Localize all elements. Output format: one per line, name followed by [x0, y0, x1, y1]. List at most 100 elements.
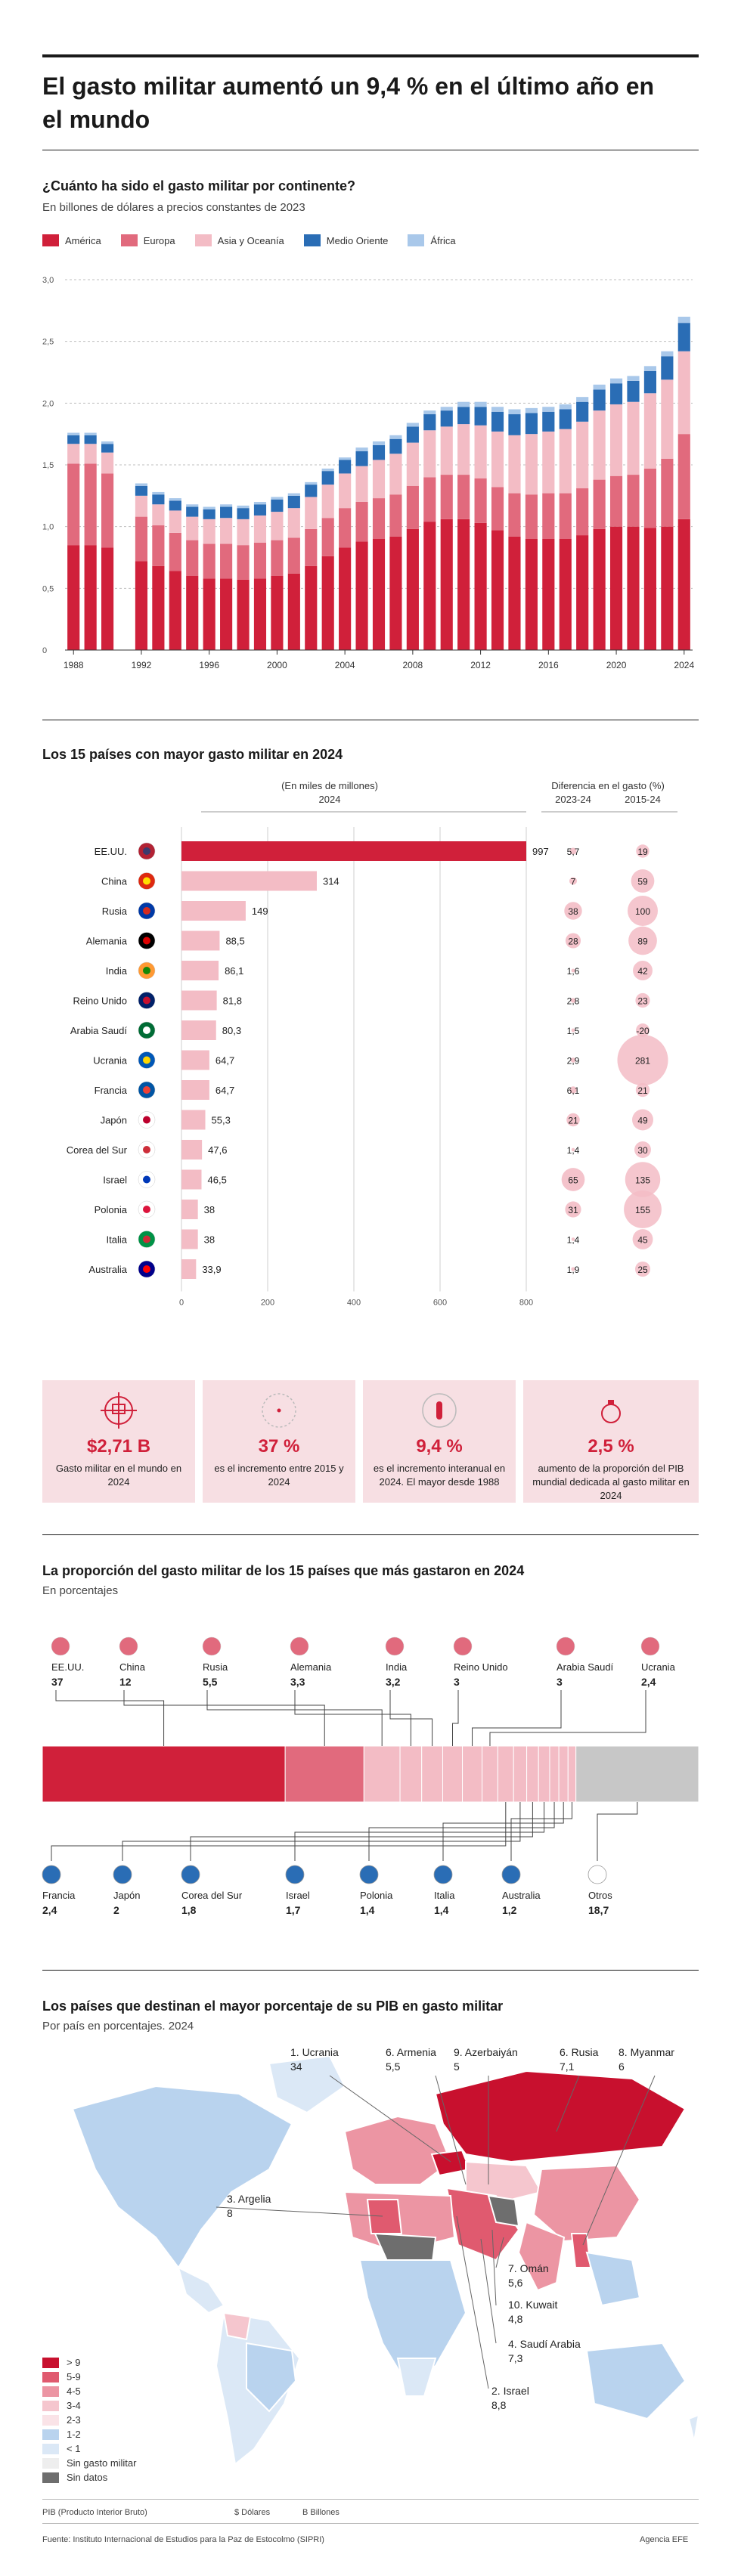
bar-segment-europa	[542, 493, 555, 539]
share-country-label: Polonia	[360, 1890, 393, 1901]
share-segment	[538, 1745, 550, 1803]
flag-icon-mark	[143, 1146, 150, 1153]
bar-segment-áfrica	[609, 378, 623, 384]
diff-label-2015-24: 30	[637, 1145, 648, 1156]
legend-swatch	[408, 234, 425, 246]
flag-icon	[138, 1021, 156, 1039]
diff-bubble-2023-24	[561, 1168, 585, 1191]
bar-segment-américa	[271, 576, 284, 650]
map-region-southeast-asia	[585, 2251, 641, 2307]
bar-segment-asia-y-oceanía	[525, 434, 538, 495]
flag-icon	[290, 1636, 309, 1656]
flag-icon-mark	[143, 1175, 150, 1184]
bar-segment-europa	[609, 475, 623, 527]
share-segment	[442, 1745, 464, 1803]
bar-segment-américa	[237, 579, 250, 650]
bar-segment-áfrica	[169, 498, 181, 501]
share-segment	[421, 1745, 443, 1803]
flag-icon	[42, 1865, 61, 1884]
share-value-label: 3	[454, 1676, 460, 1688]
x-tick-label: 1992	[132, 660, 152, 670]
callout-value: 7,1	[560, 2060, 575, 2073]
bar-segment-medio-oriente	[67, 435, 80, 444]
bar-segment-europa	[186, 540, 199, 576]
diff-bubble-2023-24	[569, 1086, 577, 1094]
flag-icon	[138, 932, 156, 949]
diff-bubble-2023-24	[571, 1267, 575, 1271]
diff-label-2015-24: 25	[637, 1265, 648, 1275]
bar-segment-europa	[169, 532, 181, 571]
bar-segment-áfrica	[203, 506, 215, 509]
share-country-label: Japón	[113, 1890, 140, 1901]
diff-label-2015-24: 155	[635, 1205, 650, 1215]
map-legend-item: 5-9	[42, 2371, 81, 2382]
flag-icon	[202, 1636, 222, 1656]
leader-line	[597, 1802, 638, 1861]
legend-swatch	[194, 234, 212, 246]
map-region-algeria	[366, 2199, 403, 2234]
bar-segment-medio-oriente	[389, 438, 402, 454]
bar-segment-asia-y-oceanía	[237, 519, 250, 546]
diff-label-2023-24: 28	[568, 937, 578, 947]
leader-line	[122, 1802, 521, 1861]
leader-line	[190, 1802, 533, 1861]
bar-segment-asia-y-oceanía	[627, 401, 640, 475]
flag-icon-mark	[143, 1116, 150, 1124]
map-region-central-america	[177, 2266, 225, 2314]
bar	[181, 1259, 197, 1279]
flag-icon	[640, 1636, 660, 1656]
bar-segment-medio-oriente	[440, 410, 453, 427]
share-country-label: Ucrania	[641, 1661, 676, 1673]
country-label: Rusia	[102, 906, 128, 917]
share-segment	[558, 1745, 569, 1803]
bar-segment-asia-y-oceanía	[135, 495, 148, 517]
callout-value: 6	[619, 2060, 625, 2073]
flag-icon-mark	[143, 877, 150, 885]
bar-header-year: 2024	[319, 794, 341, 805]
bar-segment-áfrica	[508, 409, 521, 415]
bar-segment-américa	[491, 530, 504, 650]
bar-segment-medio-oriente	[186, 506, 199, 517]
map-legend-swatch	[42, 2457, 59, 2469]
share-country-label: Reino Unido	[454, 1661, 508, 1673]
legend-swatch	[120, 234, 138, 246]
country-label: Italia	[107, 1234, 128, 1246]
map-legend-item: < 1	[42, 2443, 80, 2454]
bar-segment-europa	[84, 463, 97, 546]
callout-name: 1. Ucrania	[290, 2046, 339, 2058]
bar-segment-áfrica	[406, 423, 419, 427]
bar-segment-asia-y-oceanía	[271, 512, 284, 540]
flag-icon	[285, 1865, 305, 1884]
stat-value: 9,4 %	[416, 1436, 463, 1457]
bar-segment-asia-y-oceanía	[508, 435, 521, 494]
bar	[181, 1110, 206, 1130]
share-segment	[497, 1745, 514, 1803]
stat-card-gdp: 2,5 % aumento de la proporción del PIB m…	[523, 1380, 699, 1503]
bar-segment-medio-oriente	[576, 401, 589, 422]
stat-description: aumento de la proporción del PIB mundial…	[532, 1463, 690, 1501]
diff-label-2023-24: 1,5	[567, 1026, 580, 1036]
diff-bubble-2015-24	[636, 1023, 650, 1037]
share-segment	[363, 1745, 401, 1803]
diff-bubble-2015-24	[631, 869, 655, 893]
diff-col-header: 2015-24	[625, 794, 661, 805]
diff-col-header: 2023-24	[555, 794, 591, 805]
bar-segment-américa	[287, 573, 300, 650]
map-region-brazil	[246, 2342, 297, 2413]
share-segment	[526, 1745, 539, 1803]
share-country-label: India	[386, 1661, 408, 1673]
diff-label-2015-24: 19	[637, 847, 648, 857]
flag-icon-mark	[143, 1056, 150, 1064]
bar-segment-europa	[271, 540, 284, 576]
bar-segment-medio-oriente	[203, 509, 215, 519]
flag-icon-mark	[143, 1206, 150, 1213]
map-region-australia	[585, 2342, 687, 2420]
flag-icon	[138, 1200, 156, 1218]
bar-segment-medio-oriente	[508, 414, 521, 435]
bar-segment-américa	[372, 539, 386, 650]
bar-segment-áfrica	[593, 384, 606, 390]
callout-value: 7,3	[508, 2352, 523, 2364]
x-tick-label: 2008	[403, 660, 423, 670]
bar-segment-américa	[593, 528, 606, 650]
x-tick-label: 2016	[538, 660, 559, 670]
